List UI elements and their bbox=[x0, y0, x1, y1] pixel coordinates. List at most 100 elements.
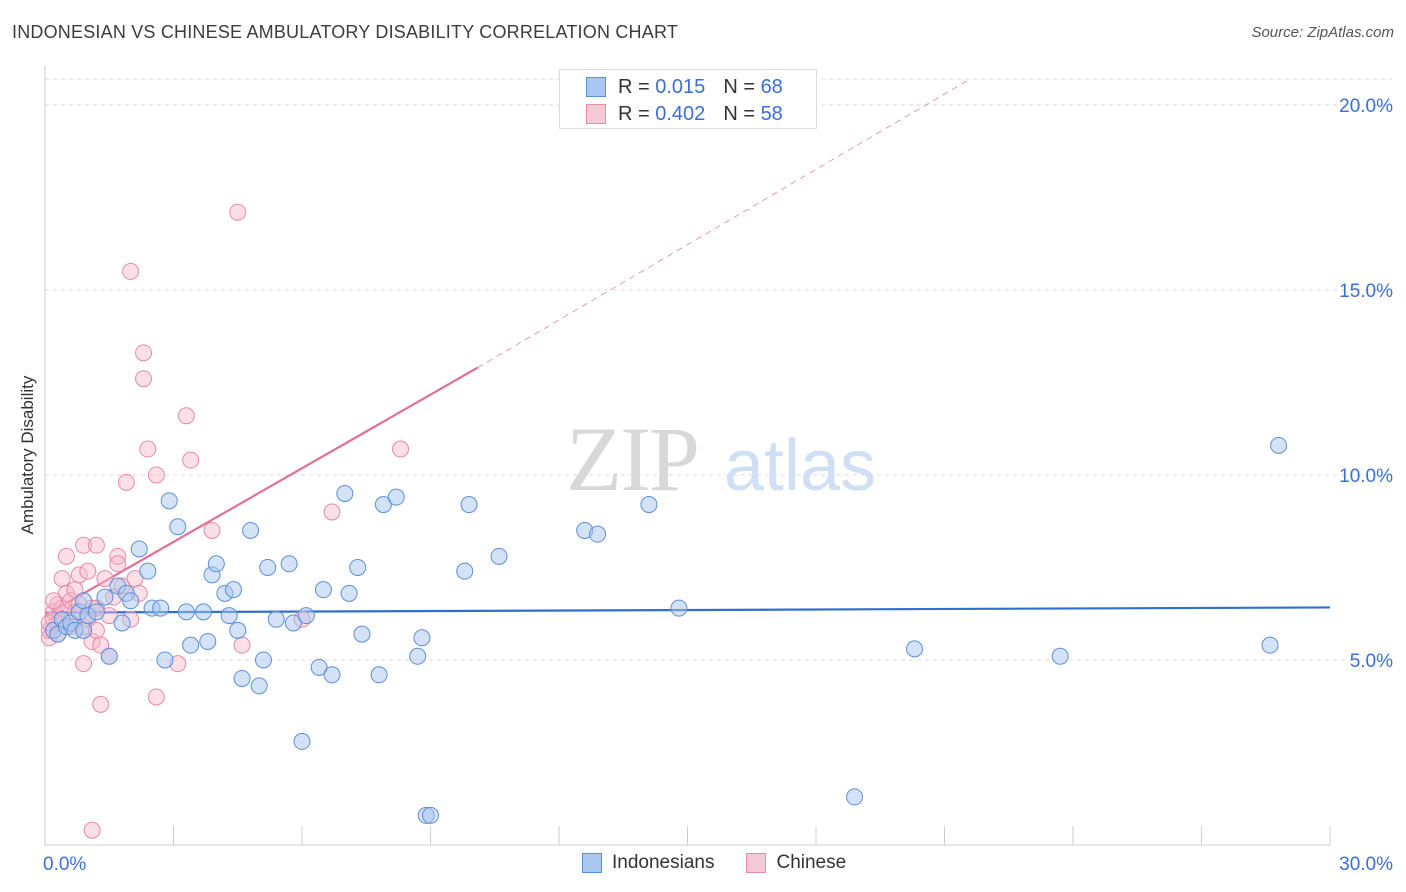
series-legend-indonesians[interactable]: Indonesians bbox=[582, 852, 714, 874]
chinese-point bbox=[75, 536, 93, 554]
tick-labels: 5.0% 10.0% 15.0% 20.0% 0.0% 30.0% bbox=[43, 96, 1393, 875]
indonesians-point bbox=[409, 647, 427, 665]
indonesians-point bbox=[152, 599, 170, 617]
indonesians-point bbox=[75, 621, 93, 639]
indonesians-point bbox=[1261, 636, 1279, 654]
indonesians-point bbox=[906, 640, 924, 658]
chart-title: INDONESIAN VS CHINESE AMBULATORY DISABIL… bbox=[12, 22, 679, 42]
indonesians-point bbox=[242, 521, 260, 539]
chinese-point bbox=[53, 570, 71, 588]
indonesians-point bbox=[422, 806, 439, 824]
y-tick-label: 15.0% bbox=[1339, 281, 1393, 302]
legend-n-value: 58 bbox=[760, 102, 783, 125]
indonesians-point bbox=[139, 562, 157, 580]
indonesians-point bbox=[340, 584, 358, 602]
indonesians-point bbox=[1051, 647, 1069, 665]
chinese-point bbox=[233, 636, 251, 654]
series-legend-chinese[interactable]: Chinese bbox=[746, 852, 846, 874]
indonesians-point bbox=[314, 581, 332, 599]
chinese-point bbox=[70, 566, 88, 584]
indonesians-point bbox=[370, 666, 388, 684]
chinese-point bbox=[392, 440, 410, 458]
series-label-indonesians: Indonesians bbox=[612, 852, 715, 873]
indonesians-point bbox=[1270, 436, 1288, 454]
indonesians-point bbox=[207, 555, 225, 573]
y-tick-label: 20.0% bbox=[1339, 96, 1393, 117]
chinese-point bbox=[57, 547, 75, 565]
chinese-point bbox=[229, 203, 247, 221]
chinese-point bbox=[117, 473, 135, 491]
chinese-point bbox=[135, 370, 153, 388]
indonesians-point bbox=[250, 677, 268, 695]
data-points bbox=[40, 203, 1288, 839]
indonesians-point bbox=[254, 651, 272, 669]
indonesians-trend-line bbox=[44, 606, 1331, 614]
chinese-point bbox=[135, 344, 153, 362]
correlation-legend: R = 0.015 N = 68 R = 0.402 N = 58 bbox=[559, 69, 817, 129]
indonesians-point bbox=[177, 603, 195, 621]
indonesians-point bbox=[353, 625, 371, 643]
chinese-point bbox=[45, 592, 63, 610]
indonesians-point bbox=[589, 525, 607, 543]
indonesians-point bbox=[160, 492, 178, 510]
indonesians-point bbox=[284, 614, 302, 632]
chinese-point bbox=[182, 451, 200, 469]
x-tick-label: 30.0% bbox=[1339, 854, 1393, 875]
chinese-point bbox=[147, 688, 165, 706]
indonesians-point bbox=[229, 621, 247, 639]
chinese-point bbox=[75, 655, 93, 673]
indonesians-point bbox=[323, 666, 341, 684]
chinese-point bbox=[109, 555, 127, 573]
legend-n-label: N = bbox=[723, 75, 755, 98]
y-tick-label: 10.0% bbox=[1339, 466, 1393, 487]
indonesians-point bbox=[670, 599, 688, 617]
series-swatch-indonesians bbox=[582, 853, 602, 873]
legend-swatch-indonesians bbox=[586, 77, 606, 97]
chinese-point bbox=[92, 695, 110, 713]
indonesians-point bbox=[220, 607, 238, 625]
legend-row-chinese: R = 0.402 N = 58 bbox=[586, 102, 783, 126]
legend-r-label: R = bbox=[618, 75, 650, 98]
indonesians-point bbox=[349, 558, 367, 576]
chinese-point bbox=[139, 440, 157, 458]
chinese-point bbox=[83, 821, 101, 839]
indonesians-point bbox=[199, 632, 217, 650]
indonesians-point bbox=[96, 588, 114, 606]
chinese-point bbox=[177, 407, 195, 425]
indonesians-point bbox=[156, 651, 174, 669]
indonesians-point bbox=[374, 496, 392, 514]
legend-row-indonesians: R = 0.015 N = 68 bbox=[586, 75, 783, 99]
chinese-point bbox=[96, 570, 114, 588]
indonesians-point bbox=[456, 562, 474, 580]
chinese-trend-line bbox=[44, 366, 479, 617]
indonesians-point bbox=[259, 558, 277, 576]
indonesians-point bbox=[846, 788, 864, 806]
indonesians-point bbox=[640, 496, 658, 514]
legend-swatch-chinese bbox=[586, 104, 606, 124]
indonesians-point bbox=[75, 592, 93, 610]
indonesians-point bbox=[100, 647, 118, 665]
indonesians-point bbox=[310, 658, 328, 676]
indonesians-point bbox=[233, 669, 251, 687]
chinese-point bbox=[203, 521, 221, 539]
indonesians-point bbox=[169, 518, 187, 536]
indonesians-point bbox=[113, 614, 131, 632]
legend-r-value: 0.015 bbox=[655, 75, 706, 98]
series-label-chinese: Chinese bbox=[776, 852, 847, 873]
legend-r-value: 0.402 bbox=[655, 102, 706, 125]
indonesians-point bbox=[297, 607, 315, 625]
legend-n-value: 68 bbox=[760, 75, 783, 98]
gridlines bbox=[45, 78, 1392, 661]
y-axis-label: Ambulatory Disability bbox=[18, 375, 37, 535]
series-swatch-chinese bbox=[746, 853, 767, 873]
watermark-atlas: atlas bbox=[724, 426, 876, 506]
indonesians-point bbox=[280, 555, 298, 573]
trend-lines bbox=[44, 78, 1331, 617]
axes bbox=[44, 66, 1331, 846]
y-tick-label: 5.0% bbox=[1350, 651, 1393, 672]
indonesians-point bbox=[490, 547, 508, 565]
indonesians-point bbox=[130, 540, 148, 558]
source-label: Source: ZipAtlas.com bbox=[1251, 24, 1394, 41]
indonesians-point bbox=[413, 629, 431, 647]
